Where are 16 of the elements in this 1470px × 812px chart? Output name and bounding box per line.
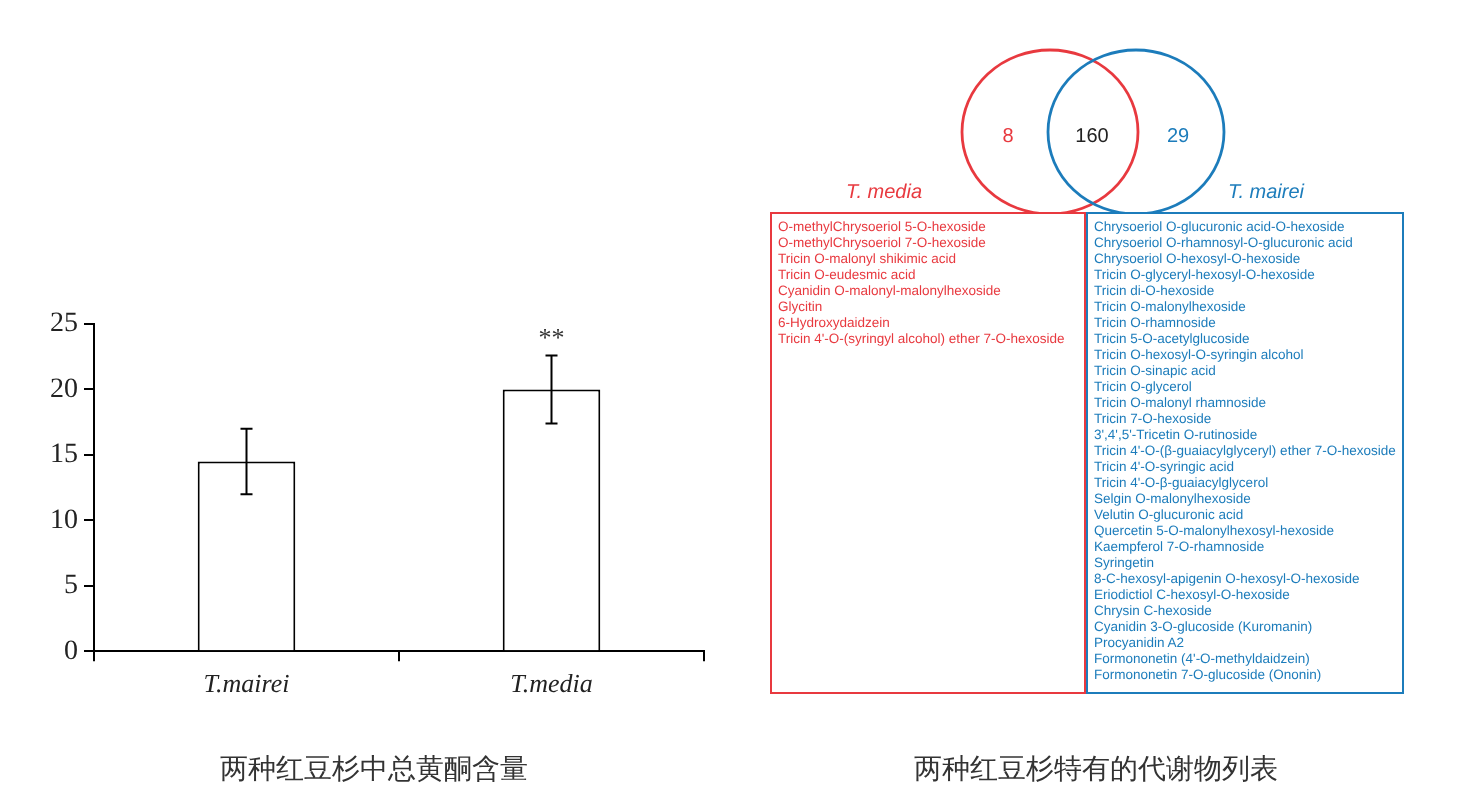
- y-tick-label: 10: [50, 505, 78, 536]
- y-tick-label: 5: [64, 571, 78, 602]
- y-tick-label: 0: [64, 636, 78, 667]
- x-tick-label: T.media: [510, 667, 594, 698]
- text: 两种红豆杉中总黄酮含量: [220, 754, 528, 787]
- y-tick-label: 25: [50, 309, 78, 340]
- category-label: T. media: [846, 181, 923, 204]
- y-tick-label: 15: [50, 440, 78, 471]
- data-label: 8: [1002, 125, 1015, 148]
- data-label: 29: [1166, 125, 1190, 148]
- x-tick-label: T.mairei: [203, 667, 291, 698]
- text: 两种红豆杉特有的代谢物列表: [914, 754, 1278, 787]
- annotation: **: [538, 322, 565, 353]
- y-tick-label: 20: [50, 374, 78, 405]
- data-label: 160: [1075, 125, 1110, 148]
- category-label: T. mairei: [1228, 181, 1306, 204]
